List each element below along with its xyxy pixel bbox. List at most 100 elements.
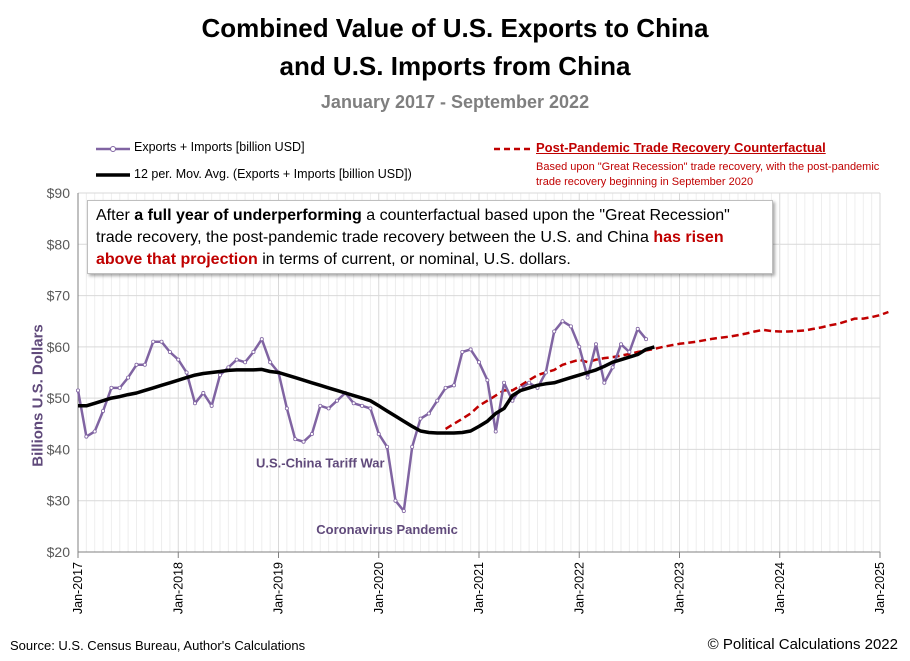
data-point-exports-imports xyxy=(318,403,323,408)
data-point-exports-imports xyxy=(426,411,431,416)
series-line-counterfactual xyxy=(444,310,889,430)
data-point-exports-imports xyxy=(126,375,131,380)
data-point-exports-imports xyxy=(284,406,289,411)
data-point-exports-imports xyxy=(610,365,615,370)
legend-swatches xyxy=(96,146,530,177)
data-point-exports-imports xyxy=(560,319,565,324)
legend-swatch-marker xyxy=(110,146,116,152)
data-point-exports-imports xyxy=(351,401,356,406)
data-point-exports-imports xyxy=(493,429,498,434)
data-point-exports-imports xyxy=(401,508,406,513)
chart-subtitle: January 2017 - September 2022 xyxy=(320,92,590,112)
annotation-box: After a full year of underperforming a c… xyxy=(87,200,773,274)
y-tick-label: $20 xyxy=(47,544,71,560)
data-point-exports-imports xyxy=(84,434,89,439)
data-point-exports-imports xyxy=(593,342,598,347)
data-point-exports-imports xyxy=(410,444,415,449)
data-point-exports-imports xyxy=(418,416,423,421)
data-point-exports-imports xyxy=(460,349,465,354)
data-point-exports-imports xyxy=(476,360,481,365)
data-point-exports-imports xyxy=(368,406,373,411)
data-point-exports-imports xyxy=(543,370,548,375)
chart-title-line-1: Combined Value of U.S. Exports to China xyxy=(201,13,709,43)
data-point-exports-imports xyxy=(435,398,440,403)
annotation-text-bold: a full year of underperforming xyxy=(134,207,362,224)
x-tick-label: Jan-2022 xyxy=(572,562,586,614)
y-tick-label: $50 xyxy=(47,390,71,406)
data-point-exports-imports xyxy=(334,398,339,403)
data-point-exports-imports xyxy=(243,360,248,365)
y-tick-label: $70 xyxy=(47,288,71,304)
y-tick-label: $40 xyxy=(47,441,71,457)
source-note: Source: U.S. Census Bureau, Author's Cal… xyxy=(10,638,306,653)
data-point-exports-imports xyxy=(92,429,97,434)
annotation-text-3: in terms of current, or nominal, U.S. do… xyxy=(257,251,571,268)
y-tick-label: $90 xyxy=(47,185,71,201)
x-tick-label: Jan-2018 xyxy=(171,562,185,614)
data-point-exports-imports xyxy=(619,342,624,347)
legend-label-moving-avg: 12 per. Mov. Avg. (Exports + Imports [bi… xyxy=(134,167,412,181)
data-point-exports-imports xyxy=(251,349,256,354)
x-tick-label: Jan-2020 xyxy=(372,562,386,614)
data-point-exports-imports xyxy=(309,432,314,437)
data-point-exports-imports xyxy=(201,391,206,396)
x-tick-label: Jan-2023 xyxy=(673,562,687,614)
data-point-exports-imports xyxy=(502,380,507,385)
legend-counterfactual-note: Based upon "Great Recession" trade recov… xyxy=(536,161,880,188)
y-tick-label: $60 xyxy=(47,339,71,355)
data-point-exports-imports xyxy=(167,349,172,354)
series-line-moving-avg xyxy=(78,345,655,435)
data-point-exports-imports xyxy=(627,349,632,354)
annotation-tariff-war: U.S.-China Tariff War xyxy=(256,455,385,470)
annotation-pandemic: Coronavirus Pandemic xyxy=(316,522,458,537)
annotation-text-1: After xyxy=(96,207,135,224)
y-axis-label: Billions U.S. Dollars xyxy=(29,324,47,467)
data-point-exports-imports xyxy=(101,408,106,413)
data-point-exports-imports xyxy=(293,437,298,442)
x-tick-label: Jan-2021 xyxy=(472,562,486,614)
data-point-exports-imports xyxy=(602,380,607,385)
data-point-exports-imports xyxy=(451,383,456,388)
series: U.S.-China Tariff War Coronavirus Pandemi… xyxy=(76,310,889,537)
data-point-exports-imports xyxy=(117,385,122,390)
x-tick-label: Jan-2017 xyxy=(71,562,85,614)
data-point-exports-imports xyxy=(360,403,365,408)
x-tick-label: Jan-2019 xyxy=(272,562,286,614)
data-point-exports-imports xyxy=(259,337,264,342)
y-tick-label: $80 xyxy=(47,236,71,252)
data-point-exports-imports xyxy=(268,360,273,365)
data-point-exports-imports xyxy=(184,370,189,375)
x-tick-label: Jan-2024 xyxy=(773,562,787,614)
data-point-exports-imports xyxy=(485,378,490,383)
data-point-exports-imports xyxy=(385,444,390,449)
data-point-exports-imports xyxy=(443,385,448,390)
data-point-exports-imports xyxy=(192,401,197,406)
data-point-exports-imports xyxy=(76,388,81,393)
data-point-exports-imports xyxy=(635,326,640,331)
data-point-exports-imports xyxy=(585,375,590,380)
legend-label-counterfactual: Post-Pandemic Trade Recovery Counterfact… xyxy=(536,140,826,155)
data-point-exports-imports xyxy=(393,498,398,503)
data-point-exports-imports xyxy=(301,439,306,444)
data-point-exports-imports xyxy=(209,403,214,408)
data-point-exports-imports xyxy=(376,432,381,437)
data-point-exports-imports xyxy=(134,362,139,367)
legend-label-exports-imports: Exports + Imports [billion USD] xyxy=(134,140,305,154)
data-point-exports-imports xyxy=(527,380,532,385)
data-point-exports-imports xyxy=(577,344,582,349)
annotation-text-highlight: has risen above that projection xyxy=(96,229,724,268)
annotation-text-2: a counterfactual based upon the "Great R… xyxy=(96,207,730,246)
chart-title-line-2: and U.S. Imports from China xyxy=(279,51,631,81)
data-point-exports-imports xyxy=(568,324,573,329)
data-point-exports-imports xyxy=(234,357,239,362)
data-point-exports-imports xyxy=(218,373,223,378)
data-point-exports-imports xyxy=(326,406,331,411)
data-point-exports-imports xyxy=(226,365,231,370)
axes: $20 $30 $40 $50 $60 $70 $80 $90 Jan-2017 Jan-2018… xyxy=(47,185,887,614)
data-point-exports-imports xyxy=(176,357,181,362)
data-point-exports-imports xyxy=(109,385,114,390)
data-point-exports-imports xyxy=(468,347,473,352)
data-point-exports-imports xyxy=(142,362,147,367)
x-tick-label: Jan-2025 xyxy=(873,562,887,614)
